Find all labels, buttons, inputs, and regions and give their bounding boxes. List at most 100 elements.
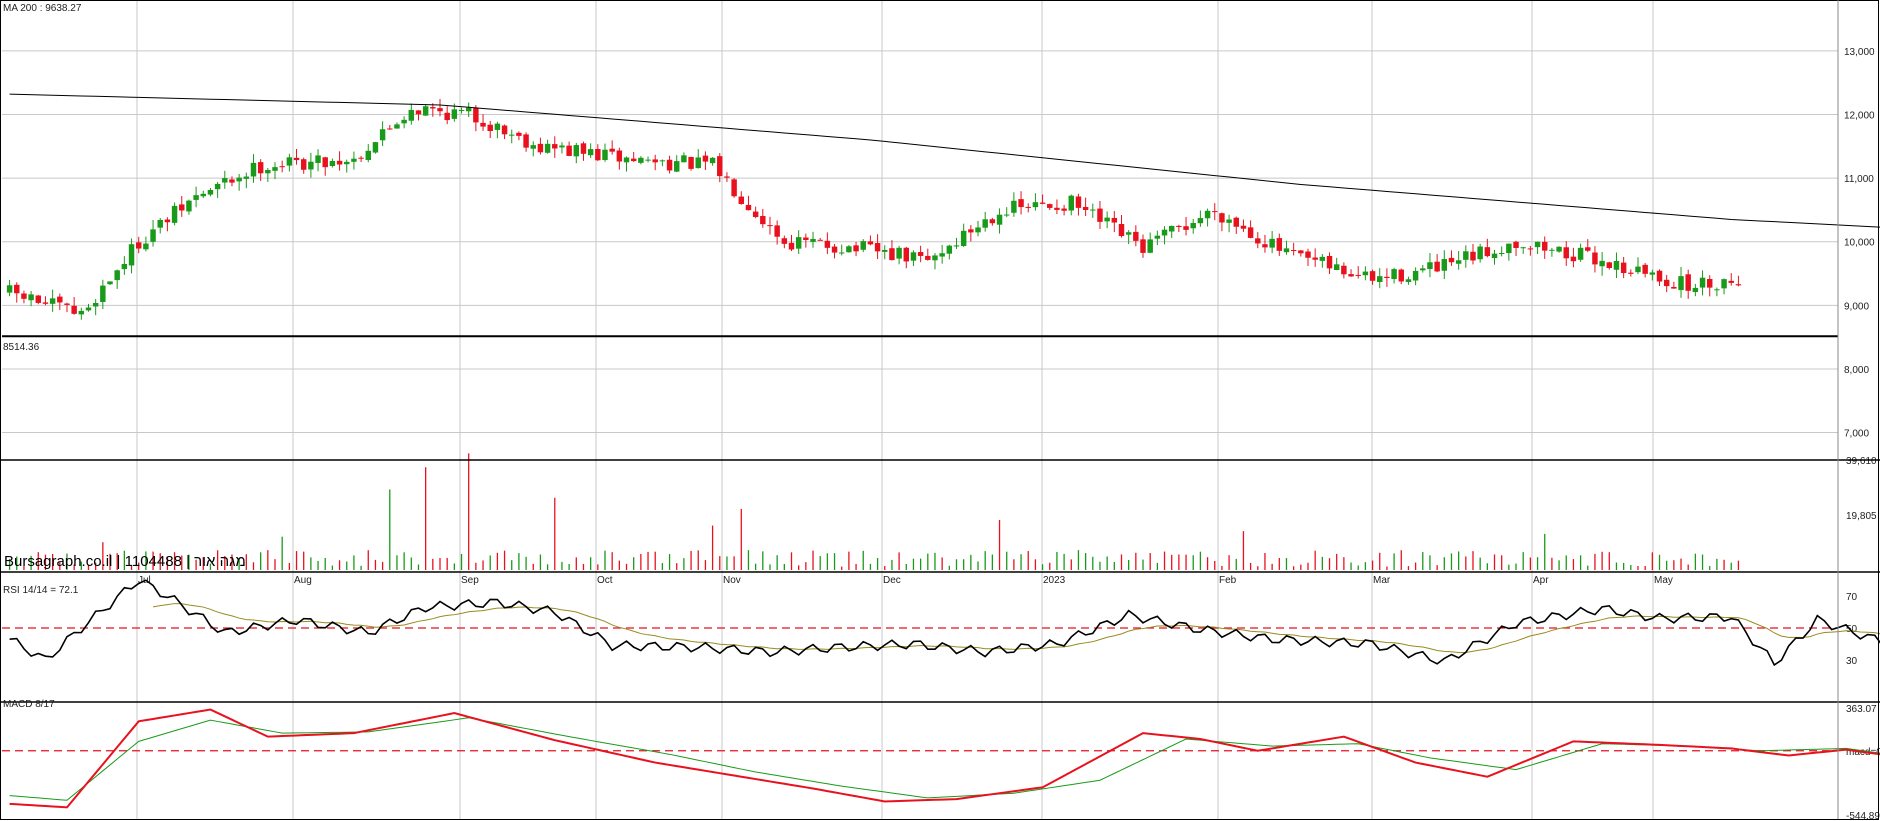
candle-body <box>939 253 945 257</box>
candle-body <box>910 252 917 261</box>
candle-body <box>580 143 587 154</box>
candle-body <box>695 157 701 169</box>
candle-body <box>817 239 823 241</box>
candle-body <box>595 148 601 161</box>
candle-body <box>1592 252 1598 265</box>
candle-body <box>1606 262 1613 268</box>
candle-body <box>860 241 866 250</box>
candle-body <box>882 249 888 252</box>
candle-body <box>143 243 149 250</box>
candle-body <box>1542 241 1548 251</box>
candle-body <box>1585 247 1591 251</box>
candle-body <box>437 108 443 112</box>
candle-body <box>1283 248 1290 253</box>
candle-body <box>1047 204 1053 208</box>
candle-body <box>530 145 536 149</box>
candle-body <box>781 238 788 244</box>
candle-body <box>609 148 615 152</box>
candle-body <box>171 205 178 223</box>
candle-body <box>1348 274 1354 277</box>
candle-body <box>1706 278 1713 288</box>
candle-body <box>1577 247 1584 260</box>
month-label: Aug <box>294 575 312 586</box>
macd-signal-line <box>9 717 1880 801</box>
candle-body <box>688 156 694 169</box>
candle-body <box>64 303 70 305</box>
candle-body <box>831 246 838 253</box>
candle-body <box>100 285 106 302</box>
candle-body <box>1025 206 1031 208</box>
candle-body <box>566 145 572 156</box>
macd-tick-label: 363.07 <box>1846 704 1877 715</box>
candle-body <box>896 247 902 259</box>
candle-body <box>1255 238 1261 244</box>
candle-body <box>1427 262 1433 269</box>
candle-body <box>1377 276 1383 282</box>
candle-body <box>709 157 716 164</box>
candle-body <box>544 143 551 153</box>
candle-body <box>1039 202 1046 204</box>
volume-tick-label: 19,805 <box>1846 511 1877 522</box>
candle-body <box>351 158 357 162</box>
candle-body <box>1118 223 1125 237</box>
candle-body <box>903 247 910 262</box>
candle-body <box>846 246 852 253</box>
price-tick-label: 13,000 <box>1844 47 1875 58</box>
candle-body <box>638 157 644 163</box>
candle-body <box>1097 208 1103 222</box>
candle-body <box>78 310 85 315</box>
candle-body <box>1570 256 1577 262</box>
candle-body <box>1556 246 1562 252</box>
candle-body <box>272 167 278 171</box>
candle-body <box>1068 195 1074 211</box>
candle-body <box>1613 260 1620 270</box>
rsi-label: RSI 14/14 = 72.1 <box>3 585 79 596</box>
candle-body <box>752 211 759 217</box>
month-label: Nov <box>723 575 741 586</box>
candle-body <box>1082 206 1089 210</box>
macd-line <box>9 708 1880 809</box>
candle-body <box>1671 286 1677 289</box>
candle-body <box>35 295 42 303</box>
candle-body <box>501 125 508 135</box>
candle-body <box>308 161 314 170</box>
candle-body <box>1262 244 1268 248</box>
candle-body <box>1212 211 1218 213</box>
candle-body <box>193 195 199 200</box>
macd-label: MACD 8/17 <box>3 699 55 710</box>
candle-body <box>214 183 221 190</box>
candle-body <box>674 161 680 172</box>
candle-body <box>788 242 795 250</box>
candle-body <box>1599 260 1605 267</box>
month-label: Mar <box>1373 575 1391 586</box>
candle-body <box>1369 271 1376 281</box>
candle-body <box>1699 277 1706 288</box>
candle-body <box>1290 249 1297 251</box>
candle-body <box>975 227 981 233</box>
grid: Jul Aug Sep Oct Nov Dec 2023 Feb Mar Apr May <box>2 0 1838 819</box>
candle-body <box>1247 227 1254 238</box>
month-label: Apr <box>1533 575 1549 586</box>
candle-body <box>1678 276 1684 291</box>
candle-body <box>1333 264 1340 271</box>
candle-body <box>989 219 996 224</box>
candle-body <box>889 248 895 261</box>
candle-body <box>946 245 953 254</box>
candle-body <box>1111 217 1118 223</box>
price-tick-label: 10,000 <box>1844 238 1875 249</box>
candle-body <box>1455 260 1462 264</box>
candle-body <box>336 160 343 165</box>
candle-body <box>996 214 1003 225</box>
candle-body <box>293 157 300 161</box>
candle-body <box>1140 239 1146 253</box>
rsi-tick-label: 50 <box>1846 624 1858 635</box>
candle-body <box>1197 218 1204 224</box>
candle-body <box>559 145 565 148</box>
candle-body <box>451 109 458 119</box>
candle-body <box>322 157 328 168</box>
price-tick-label: 8,000 <box>1844 365 1869 376</box>
candle-body <box>960 230 967 246</box>
candle-body <box>1649 272 1656 275</box>
candle-body <box>1506 243 1512 254</box>
candle-body <box>1484 247 1491 257</box>
